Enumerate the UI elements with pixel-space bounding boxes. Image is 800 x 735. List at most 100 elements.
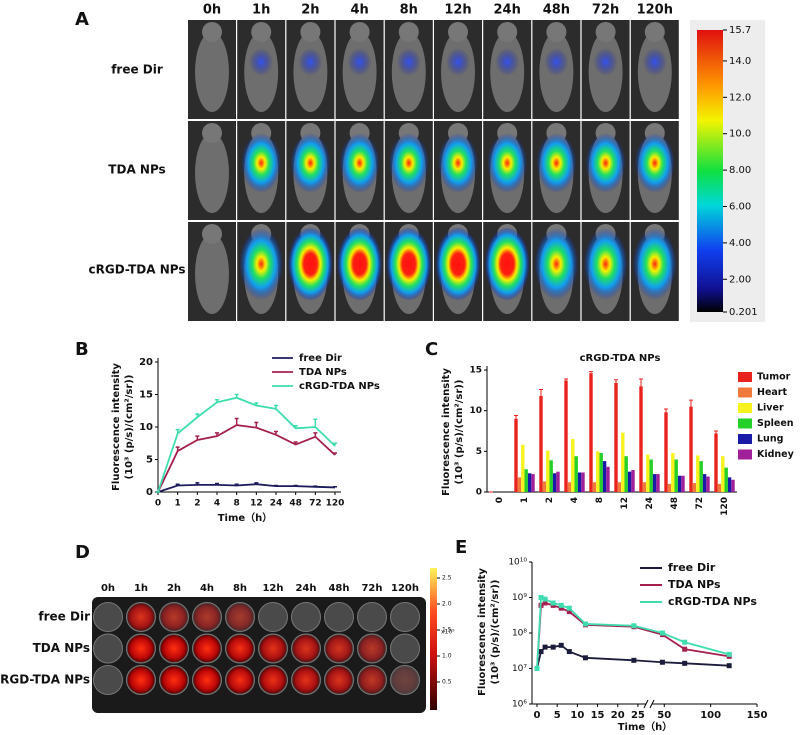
well [93, 665, 123, 695]
well-signal [226, 666, 254, 694]
well-signal [193, 635, 221, 662]
bar [727, 477, 732, 492]
error-bar [274, 484, 278, 487]
legend-label: TDA NPs [299, 367, 347, 378]
data-point [631, 657, 637, 663]
time-label: 2h [301, 3, 319, 18]
bar [642, 482, 647, 492]
well-signal [226, 635, 254, 662]
bar [574, 456, 578, 492]
well-signal [127, 635, 155, 662]
panel-label: C [425, 339, 438, 360]
legend-label: Spleen [757, 418, 794, 429]
colorbar-tick-label: 2.00 [729, 274, 751, 285]
bar [652, 474, 657, 492]
bar [539, 396, 543, 492]
bar [706, 476, 710, 492]
data-point [726, 651, 732, 657]
x-tick-label: 1 [520, 497, 530, 503]
well-signal [259, 635, 287, 662]
fluorescence-signal [642, 48, 667, 76]
time-label: 24h [295, 583, 316, 594]
y-tick-label: 5 [146, 455, 153, 466]
time-label: 8h [233, 583, 247, 594]
well [324, 602, 354, 632]
bar [624, 456, 628, 492]
legend-swatch [738, 403, 752, 413]
error-bar [614, 379, 618, 384]
error-bar [539, 389, 543, 397]
bar [564, 380, 568, 492]
bar [599, 452, 603, 492]
chart-title: cRGD-TDA NPs [580, 353, 661, 364]
x-tick-label: 12 [250, 499, 263, 509]
well [258, 602, 288, 632]
error-bar [175, 428, 180, 434]
y-tick-label: 15 [469, 366, 482, 376]
bar [542, 481, 547, 492]
panel-label: E [455, 537, 467, 558]
mouse-head [349, 22, 370, 42]
error-bar [714, 430, 718, 434]
fluorescence-signal [298, 48, 323, 76]
error-bar [293, 484, 298, 487]
x-tick-label: 1 [175, 499, 181, 509]
time-label: 1h [252, 3, 270, 18]
bar [606, 466, 610, 492]
mouse-head [300, 22, 321, 42]
mouse-head [202, 123, 222, 143]
legend-label: Liver [757, 403, 784, 414]
y-tick-label: 10⁶ [512, 700, 527, 710]
data-point [582, 655, 588, 661]
data-point [534, 666, 540, 671]
error-bar [639, 378, 643, 387]
time-label: 48h [328, 583, 349, 594]
well-signal [193, 666, 221, 694]
colorbar-tick-label: 2.0 [442, 601, 452, 608]
x-tick-label: 2 [545, 497, 555, 503]
error-bar [333, 452, 337, 455]
bar [649, 459, 653, 492]
fluorescence-signal [534, 228, 579, 300]
bar [614, 383, 618, 492]
fluorescence-signal [339, 133, 380, 193]
fluorescence-signal [446, 48, 470, 76]
error-bar [215, 482, 219, 485]
error-bar [215, 398, 219, 403]
well [93, 602, 123, 632]
well-signal [259, 666, 287, 694]
data-point [542, 596, 548, 602]
mouse-head [595, 22, 616, 42]
bar [514, 418, 518, 492]
legend-swatch [738, 418, 752, 429]
bar [689, 406, 693, 492]
mouse-head [448, 22, 468, 42]
time-label: 48h [543, 3, 570, 18]
error-bar [175, 446, 180, 452]
y-tick-label: 10⁸ [512, 629, 527, 639]
error-bar [254, 402, 259, 406]
well-signal [127, 666, 155, 694]
colorbar-tick-label: 10.0 [729, 129, 751, 140]
bar [531, 474, 535, 492]
time-label: 24h [494, 3, 521, 18]
bar [671, 452, 675, 492]
well-signal [325, 666, 353, 694]
error-bar [234, 483, 239, 486]
row-label: TDA NPs [33, 641, 90, 655]
error-bar [234, 417, 239, 426]
colorbar-tick-label: 15.7 [729, 25, 751, 36]
colorbar-tick-label: 1.5 [442, 627, 452, 634]
bar [714, 433, 718, 492]
data-point [566, 649, 572, 655]
time-label: 4h [200, 583, 214, 594]
data-point [631, 623, 637, 629]
well-signal [358, 666, 386, 694]
y-tick-label: 0 [476, 488, 482, 498]
error-bar [274, 430, 278, 435]
x-tick-label: 24 [645, 497, 655, 510]
legend-label: Lung [757, 434, 783, 445]
data-line [157, 483, 336, 493]
row-label: free Dir [38, 610, 90, 624]
well-signal [391, 666, 419, 694]
